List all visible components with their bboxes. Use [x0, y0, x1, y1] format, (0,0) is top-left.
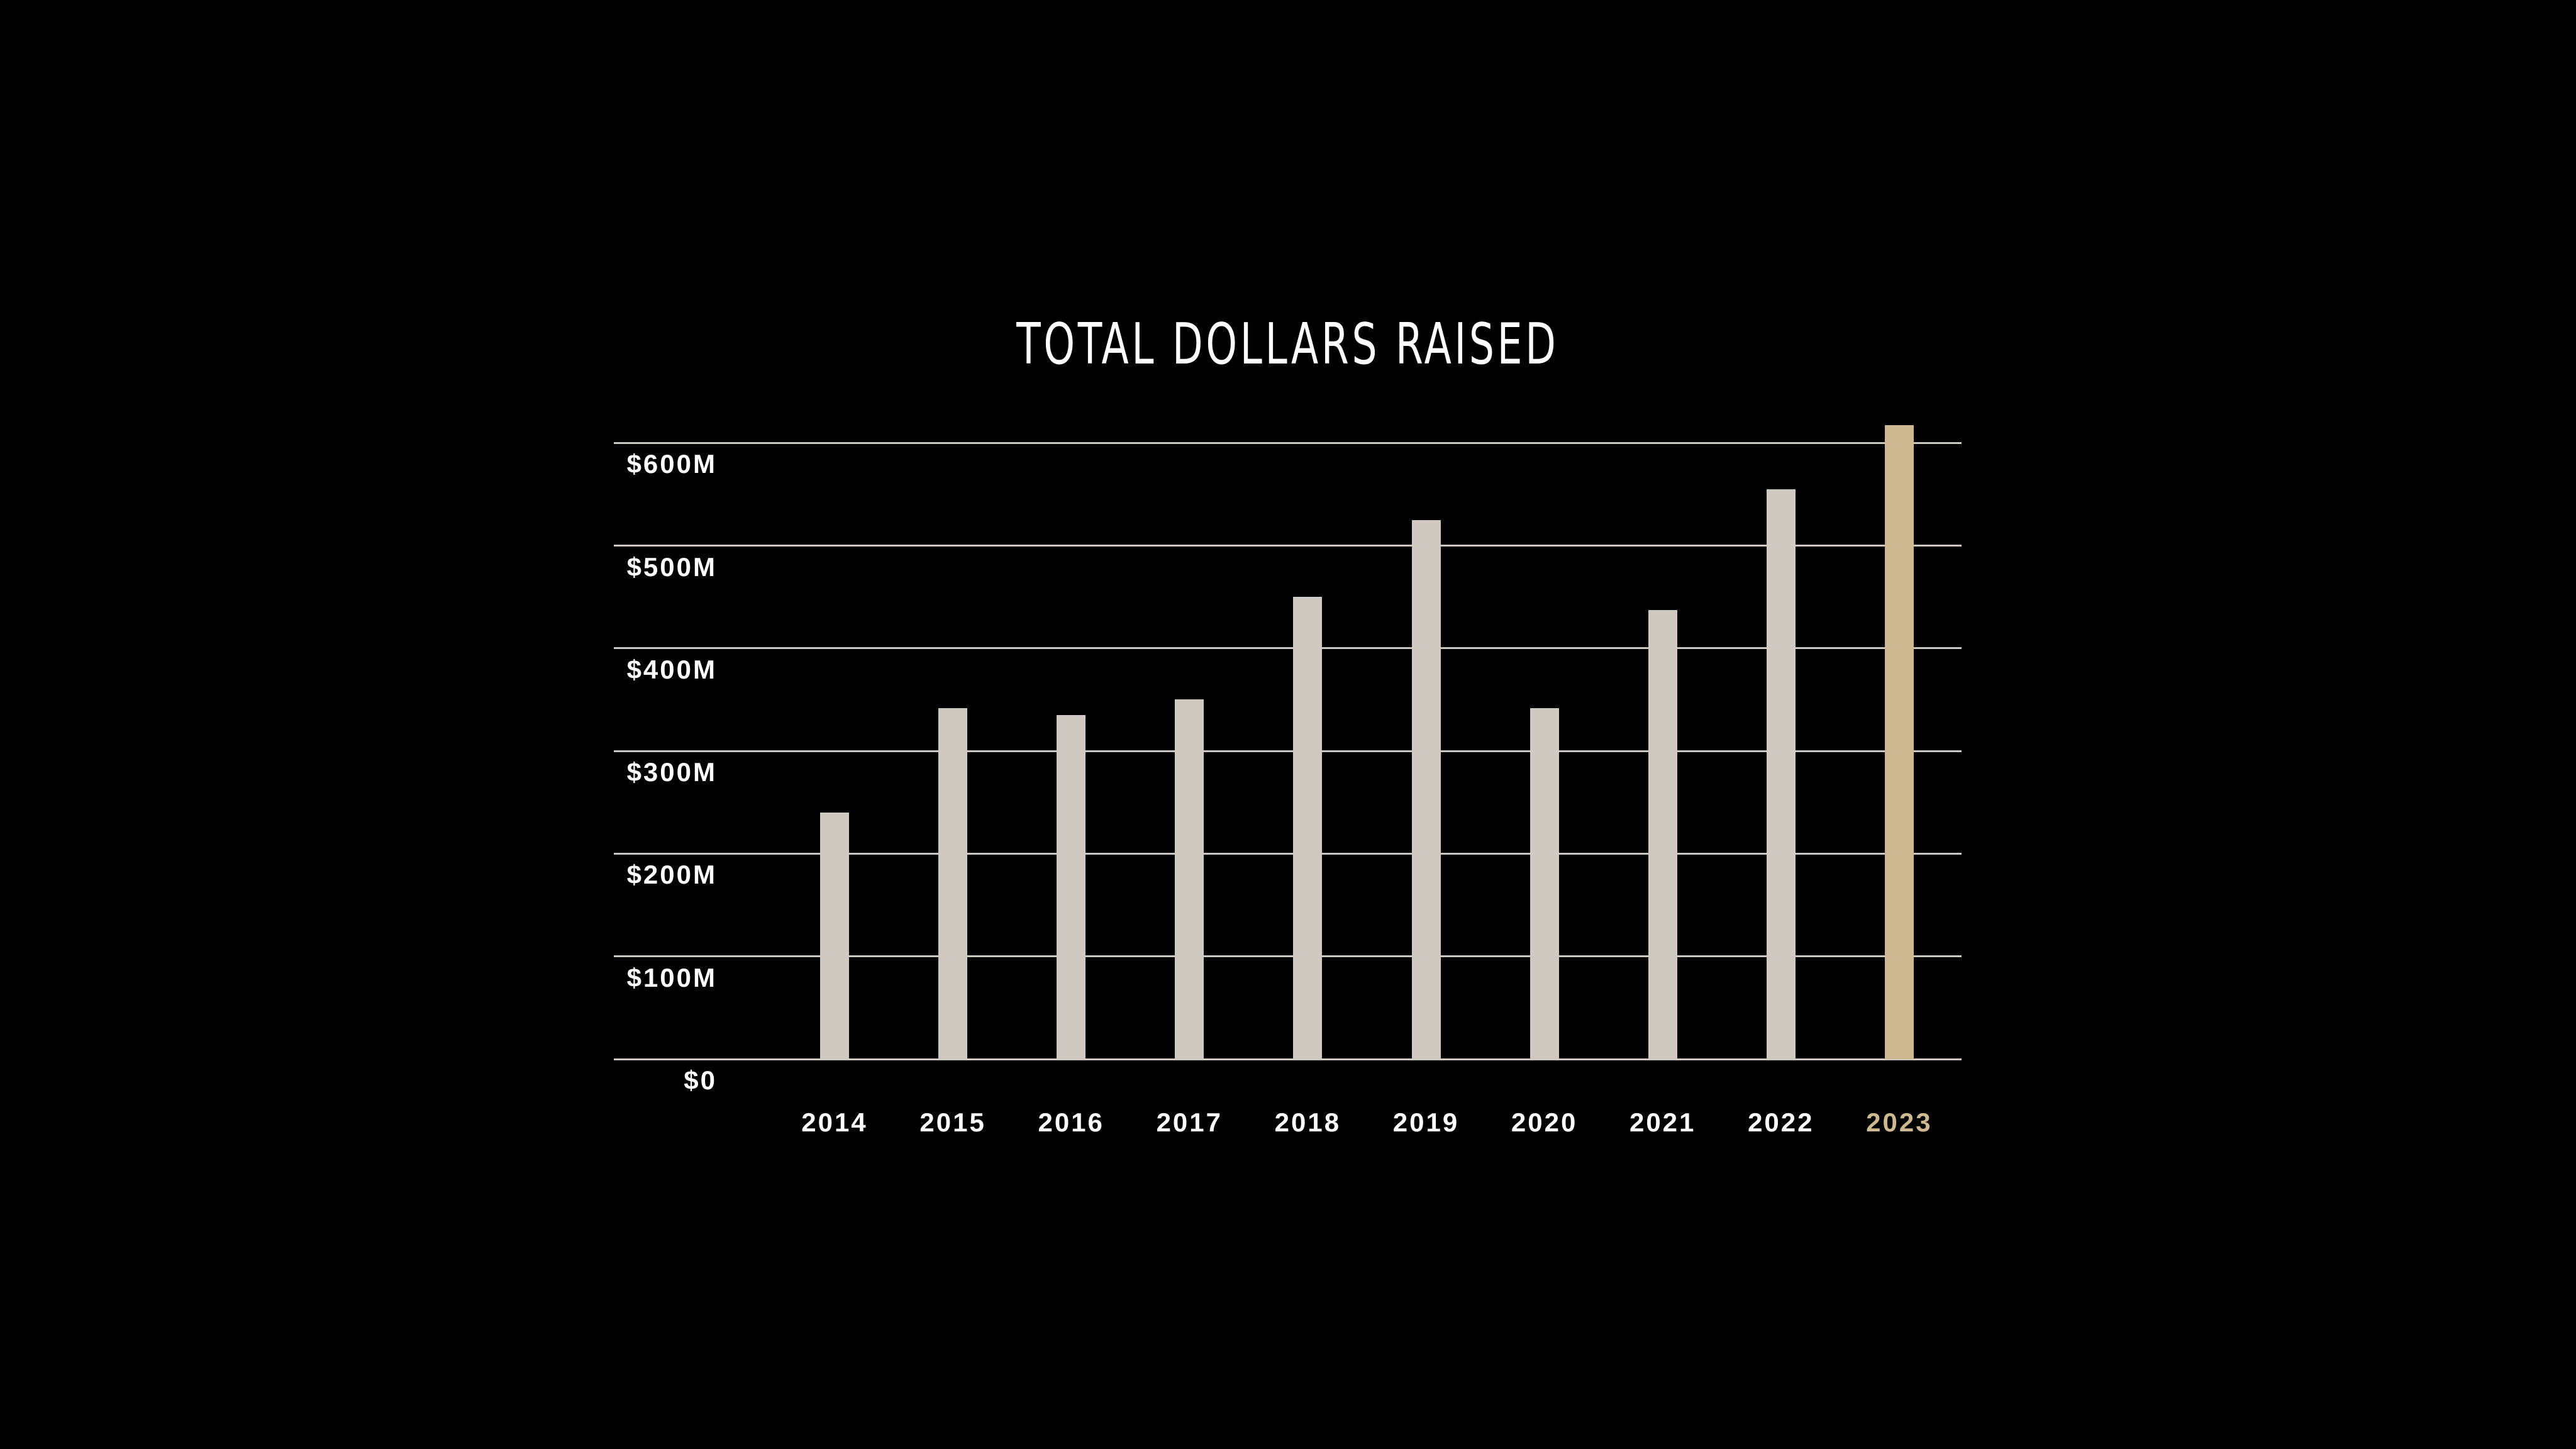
- x-axis-label: 2019: [1392, 1108, 1460, 1137]
- x-axis-label: 2023: [1866, 1108, 1933, 1137]
- bar-2016: [1057, 714, 1086, 1059]
- x-axis-label: 2014: [801, 1108, 868, 1137]
- bar-2021: [1648, 610, 1677, 1059]
- bar-2020: [1530, 708, 1559, 1059]
- gridline: [614, 750, 1962, 752]
- x-axis-label: 2017: [1156, 1108, 1223, 1137]
- bar-2015: [938, 708, 968, 1059]
- chart-title: TOTAL DOLLARS RAISED: [1016, 311, 1559, 377]
- x-axis-label: 2022: [1748, 1108, 1814, 1137]
- y-axis-label: $100M: [626, 962, 717, 992]
- x-axis-label: 2018: [1274, 1108, 1341, 1137]
- y-axis-label: $0: [684, 1065, 717, 1095]
- gridline: [614, 955, 1962, 958]
- y-axis-label: $500M: [626, 552, 717, 582]
- bar-2022: [1766, 489, 1796, 1059]
- x-axis-label: 2015: [919, 1108, 986, 1137]
- y-axis-label: $600M: [626, 449, 717, 479]
- bar-2014: [820, 813, 849, 1059]
- bar-2019: [1411, 519, 1441, 1059]
- y-axis-label: $300M: [626, 757, 717, 787]
- bar-2023: [1884, 425, 1914, 1059]
- gridline: [614, 441, 1962, 444]
- bar-2017: [1175, 699, 1204, 1059]
- x-axis-label: 2016: [1038, 1108, 1104, 1137]
- gridline: [614, 545, 1962, 547]
- y-axis-label: $200M: [626, 860, 717, 890]
- gridline: [614, 852, 1962, 855]
- gridline: [614, 1058, 1962, 1060]
- x-axis-label: 2021: [1629, 1108, 1696, 1137]
- y-axis-label: $400M: [626, 654, 717, 684]
- x-axis-label: 2020: [1511, 1108, 1578, 1137]
- gridline: [614, 647, 1962, 650]
- bar-2018: [1293, 597, 1323, 1059]
